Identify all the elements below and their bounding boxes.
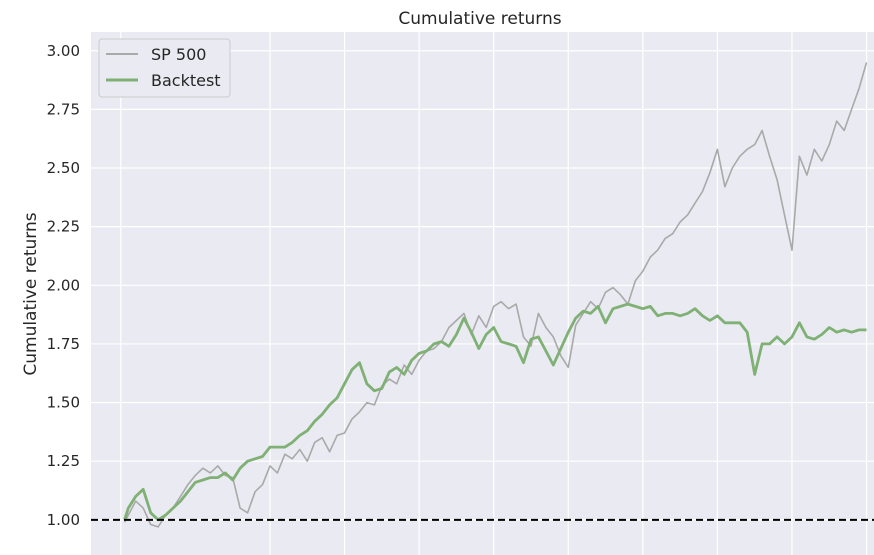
- y-tick-label: 2.50: [47, 159, 80, 177]
- y-tick-label: 1.00: [47, 511, 80, 529]
- y-tick-label: 1.75: [47, 335, 80, 353]
- series-line-sp500: [123, 62, 868, 528]
- series-lines: [123, 62, 868, 528]
- y-tick-label: 2.25: [47, 218, 80, 236]
- legend: SP 500 Backtest: [98, 38, 231, 98]
- y-tick-label: 3.00: [47, 42, 80, 60]
- y-axis-label: Cumulative returns: [21, 212, 41, 375]
- y-tick-labels: 1.00 1.25 1.50 1.75 2.00 2.25 2.50 2.75 3.00: [47, 42, 80, 529]
- y-tick-label: 1.50: [47, 394, 80, 412]
- x-gridlines: [120, 32, 868, 555]
- y-tick-label: 2.75: [47, 100, 80, 118]
- chart-title: Cumulative returns: [398, 9, 561, 29]
- y-tick-label: 2.00: [47, 276, 80, 294]
- y-tick-label: 1.25: [47, 452, 80, 470]
- y-gridlines: [91, 50, 874, 521]
- plot-area: [91, 32, 874, 555]
- legend-label-backtest: Backtest: [151, 71, 221, 90]
- legend-label-sp500: SP 500: [151, 45, 206, 64]
- series-line-backtest: [123, 302, 867, 522]
